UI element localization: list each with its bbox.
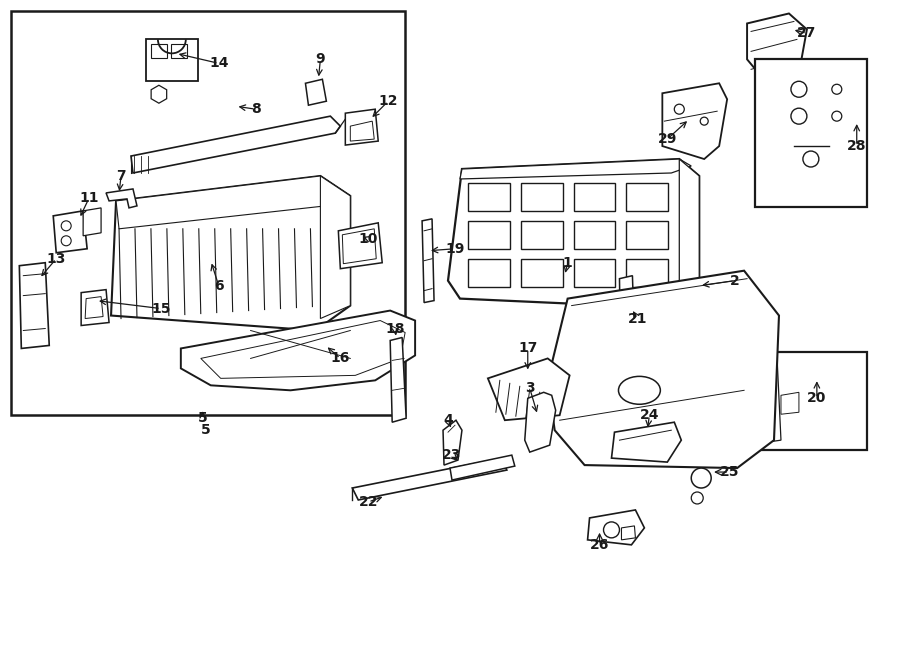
Polygon shape (305, 79, 327, 105)
Circle shape (674, 104, 684, 114)
Text: 14: 14 (209, 56, 229, 70)
Circle shape (700, 117, 708, 125)
Bar (146, 40, 198, 81)
Polygon shape (747, 13, 807, 83)
Bar (573, 221, 616, 249)
Text: 26: 26 (590, 538, 609, 552)
Polygon shape (350, 121, 374, 141)
Polygon shape (619, 276, 634, 342)
Ellipse shape (618, 376, 661, 405)
Text: 27: 27 (797, 26, 816, 40)
Bar (468, 221, 509, 249)
Polygon shape (588, 510, 644, 545)
Bar (573, 258, 616, 287)
Polygon shape (460, 159, 691, 179)
Polygon shape (450, 455, 515, 480)
Text: 7: 7 (116, 169, 126, 183)
Bar (626, 183, 669, 211)
Circle shape (691, 492, 703, 504)
Bar (521, 183, 562, 211)
Bar (626, 258, 669, 287)
Polygon shape (81, 290, 109, 325)
Bar (755, 352, 867, 450)
Circle shape (803, 151, 819, 167)
Text: 16: 16 (330, 352, 350, 366)
Text: 25: 25 (719, 465, 739, 479)
Polygon shape (111, 176, 350, 330)
Circle shape (691, 468, 711, 488)
Circle shape (791, 108, 807, 124)
Bar (468, 258, 509, 287)
Circle shape (791, 81, 807, 97)
Polygon shape (151, 85, 166, 103)
Polygon shape (611, 422, 681, 462)
Polygon shape (320, 176, 350, 319)
Bar (151, 44, 166, 58)
Polygon shape (662, 83, 727, 159)
Text: 24: 24 (640, 408, 659, 422)
Polygon shape (622, 526, 635, 540)
Bar (573, 183, 616, 211)
Text: 18: 18 (385, 321, 405, 336)
Text: 4: 4 (443, 413, 453, 427)
Text: 15: 15 (151, 301, 171, 315)
Text: 11: 11 (79, 191, 99, 205)
Bar (521, 221, 562, 249)
Polygon shape (116, 176, 350, 229)
Circle shape (604, 522, 619, 538)
Polygon shape (391, 338, 406, 422)
Bar (521, 258, 562, 287)
Polygon shape (764, 356, 781, 442)
Polygon shape (338, 223, 382, 268)
Text: 6: 6 (214, 279, 223, 293)
Bar (626, 221, 669, 249)
Text: 17: 17 (518, 342, 537, 356)
Polygon shape (131, 116, 340, 173)
Polygon shape (525, 393, 555, 452)
Bar (755, 59, 867, 207)
Text: 10: 10 (358, 232, 378, 246)
Circle shape (61, 236, 71, 246)
Polygon shape (86, 297, 104, 319)
Bar (12, 11, 405, 415)
Bar (171, 44, 187, 58)
Polygon shape (781, 393, 799, 414)
Text: 5: 5 (198, 411, 208, 425)
Text: 1: 1 (562, 256, 572, 270)
Polygon shape (106, 189, 137, 208)
Polygon shape (201, 321, 405, 378)
Text: 21: 21 (627, 311, 647, 325)
Polygon shape (342, 229, 376, 264)
Text: 23: 23 (442, 448, 462, 462)
Text: 19: 19 (446, 242, 464, 256)
Text: 9: 9 (316, 52, 325, 66)
Circle shape (832, 84, 842, 95)
Polygon shape (181, 311, 415, 390)
Text: 28: 28 (847, 139, 867, 153)
Text: 8: 8 (251, 102, 260, 116)
Text: 12: 12 (378, 95, 398, 108)
Polygon shape (548, 271, 779, 468)
Polygon shape (346, 109, 378, 145)
Bar (468, 183, 509, 211)
Text: 2: 2 (730, 274, 740, 288)
Polygon shape (83, 208, 101, 236)
Text: 29: 29 (658, 132, 677, 146)
Text: 22: 22 (358, 495, 378, 509)
Polygon shape (19, 262, 50, 348)
Text: 5: 5 (201, 423, 211, 437)
Polygon shape (443, 420, 462, 465)
Polygon shape (422, 219, 434, 303)
Polygon shape (448, 159, 699, 309)
Polygon shape (352, 458, 507, 500)
Text: 20: 20 (807, 391, 826, 405)
Text: 13: 13 (47, 252, 66, 266)
Circle shape (832, 111, 842, 121)
Polygon shape (488, 358, 570, 420)
Circle shape (61, 221, 71, 231)
Polygon shape (680, 159, 699, 309)
Text: 3: 3 (525, 381, 535, 395)
Polygon shape (53, 211, 87, 253)
